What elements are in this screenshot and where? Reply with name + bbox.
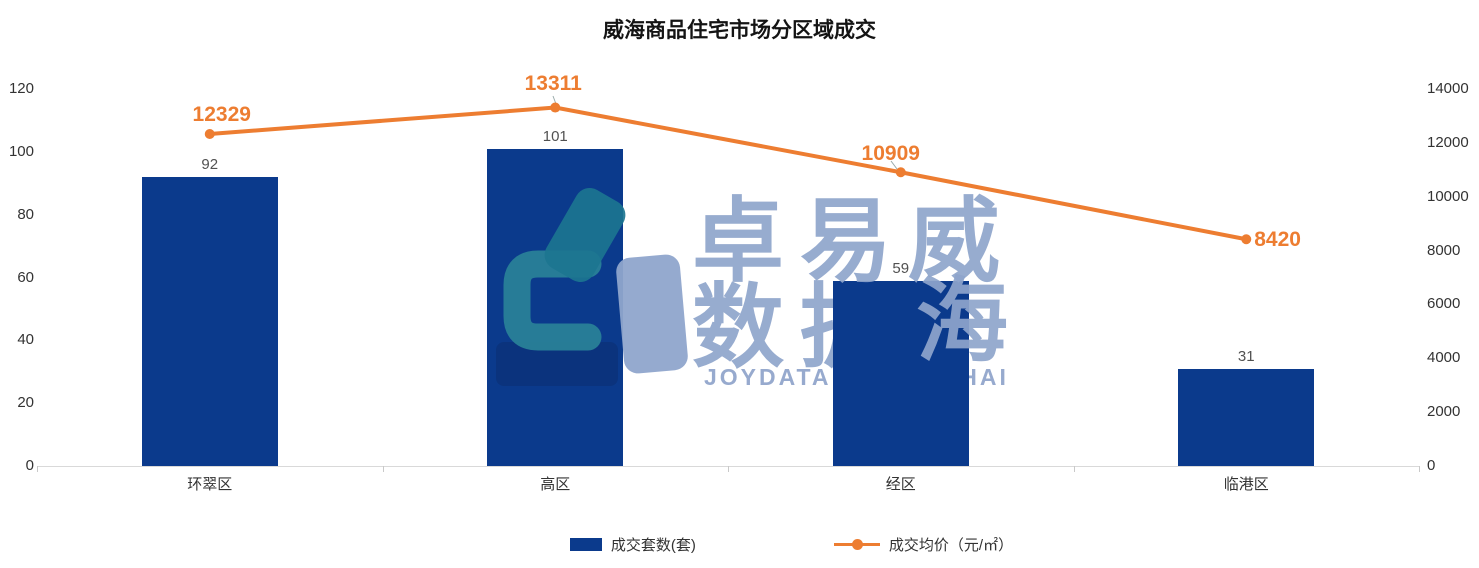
legend-bar-swatch	[569, 538, 602, 551]
y-axis-left-tick-label: 120	[8, 80, 34, 97]
y-axis-left-tick-label: 20	[17, 394, 34, 412]
line-value-label: 10909	[861, 142, 920, 166]
y-axis-left-tick-label: 40	[17, 331, 34, 349]
bar-临港区[interactable]	[1178, 368, 1315, 466]
line-point[interactable]	[204, 128, 215, 139]
line-point[interactable]	[1241, 234, 1252, 245]
x-axis-label: 高区	[540, 476, 571, 493]
y-axis-right-tick-label: 14000	[1427, 80, 1469, 97]
bar-环翠区[interactable]	[141, 176, 278, 466]
bar-value-label: 92	[201, 155, 219, 173]
y-axis-left-tick-label: 60	[17, 268, 34, 286]
y-axis-left-tick-label: 80	[17, 205, 34, 223]
y-axis-right-tick-label: 0	[1427, 457, 1436, 474]
bar-value-label: 31	[1237, 347, 1255, 365]
bar-value-label: 59	[892, 259, 910, 277]
legend-volume-label: 成交套数(套)	[610, 537, 696, 554]
line-value-label: 8420	[1254, 228, 1301, 252]
x-axis-tick	[382, 466, 384, 472]
x-axis-label: 环翠区	[187, 476, 233, 493]
line-point[interactable]	[550, 102, 561, 113]
x-axis-tick	[37, 466, 38, 472]
legend-item-volume[interactable]: 成交套数(套)	[569, 534, 696, 555]
line-value-label: 13311	[524, 71, 582, 95]
watermark-brand-line1: 卓易威	[692, 191, 1017, 293]
y-axis-right-tick-label: 8000	[1427, 241, 1461, 259]
x-axis-tick	[1419, 466, 1420, 472]
legend: 成交套数(套) 成交均价（元/㎡）	[52, 534, 1479, 555]
bar-经区[interactable]	[832, 280, 969, 466]
line-value-label: 12329	[192, 102, 251, 126]
y-axis-right-tick-label: 4000	[1427, 349, 1461, 367]
label-leader-line	[890, 160, 898, 170]
y-axis-right-tick-label: 10000	[1427, 187, 1469, 205]
x-axis-label: 临港区	[1223, 476, 1269, 493]
x-axis-label: 经区	[885, 476, 916, 493]
y-axis-right-tick-label: 12000	[1427, 133, 1469, 151]
y-axis-left-tick-label: 100	[8, 142, 34, 160]
y-axis-right-tick-label: 2000	[1427, 403, 1461, 421]
x-axis-tick	[728, 466, 729, 472]
legend-line-swatch	[833, 538, 880, 551]
bar-value-label: 101	[542, 127, 568, 145]
x-axis-tick	[1073, 466, 1075, 472]
watermark-logo-icon	[496, 188, 688, 386]
line-point[interactable]	[895, 167, 906, 178]
y-axis-right-tick-label: 6000	[1427, 295, 1461, 313]
chart-title: 威海商品住宅市场分区域成交	[603, 19, 876, 42]
legend-price-label: 成交均价（元/㎡）	[888, 537, 1014, 554]
price-line	[209, 105, 1247, 242]
watermark-brand-line2-overlay: 海	[916, 271, 1025, 373]
legend-item-price[interactable]: 成交均价（元/㎡）	[833, 534, 1014, 555]
y-axis-left-tick-label: 0	[25, 457, 34, 474]
